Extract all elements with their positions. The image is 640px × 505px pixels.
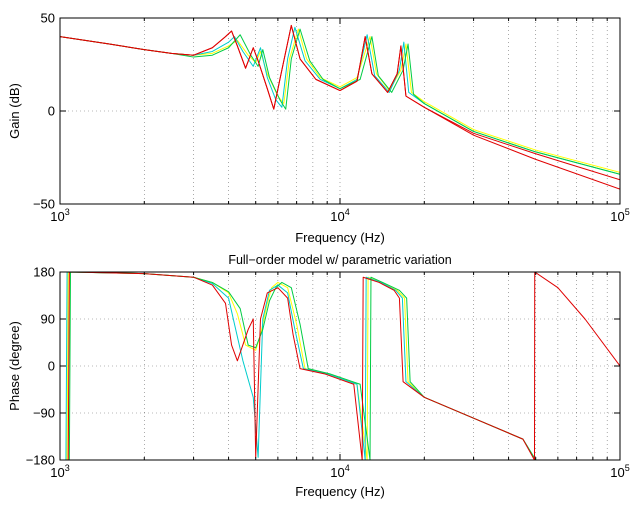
gain-series-line-5 — [60, 24, 620, 190]
y-tick-label: 180 — [33, 265, 55, 280]
gain-grid — [60, 18, 620, 204]
phase-series-line-4 — [60, 272, 620, 460]
y-tick-label: 0 — [48, 359, 55, 374]
gain-x-axis-label: Frequency (Hz) — [295, 230, 385, 245]
phase-plot: Full−order model w/ parametric variation… — [7, 253, 630, 499]
gain-series-group — [60, 24, 620, 190]
x-tick-label: 103 — [50, 463, 69, 480]
x-tick-label: 104 — [330, 463, 349, 480]
phase-x-axis-label: Frequency (Hz) — [295, 484, 385, 499]
y-tick-label: 0 — [48, 104, 55, 119]
phase-series-line-3 — [60, 272, 537, 460]
y-tick-label: −50 — [33, 197, 55, 212]
phase-series-group — [60, 272, 620, 460]
gain-ticks: −50 0 50 103 104 105 — [33, 11, 630, 225]
phase-plot-title: Full−order model w/ parametric variation — [228, 253, 451, 267]
gain-series-line-2 — [60, 26, 620, 175]
phase-y-axis-label: Phase (degree) — [7, 321, 22, 411]
x-tick-label: 105 — [610, 207, 629, 224]
x-tick-label: 103 — [50, 207, 69, 224]
y-tick-label: −90 — [33, 406, 55, 421]
gain-plot: −50 0 50 103 104 105 Frequency (Hz) Gain (dB) — [7, 11, 630, 246]
x-tick-label: 105 — [610, 463, 629, 480]
y-tick-label: 50 — [41, 11, 55, 26]
x-tick-label: 104 — [330, 207, 349, 224]
y-tick-label: −180 — [26, 453, 55, 468]
y-tick-label: 90 — [41, 312, 55, 327]
phase-ticks: −180 −90 0 90 180 103 104 105 — [26, 265, 630, 481]
phase-grid — [60, 272, 620, 460]
gain-y-axis-label: Gain (dB) — [7, 83, 22, 139]
phase-series-line-2 — [60, 272, 537, 460]
